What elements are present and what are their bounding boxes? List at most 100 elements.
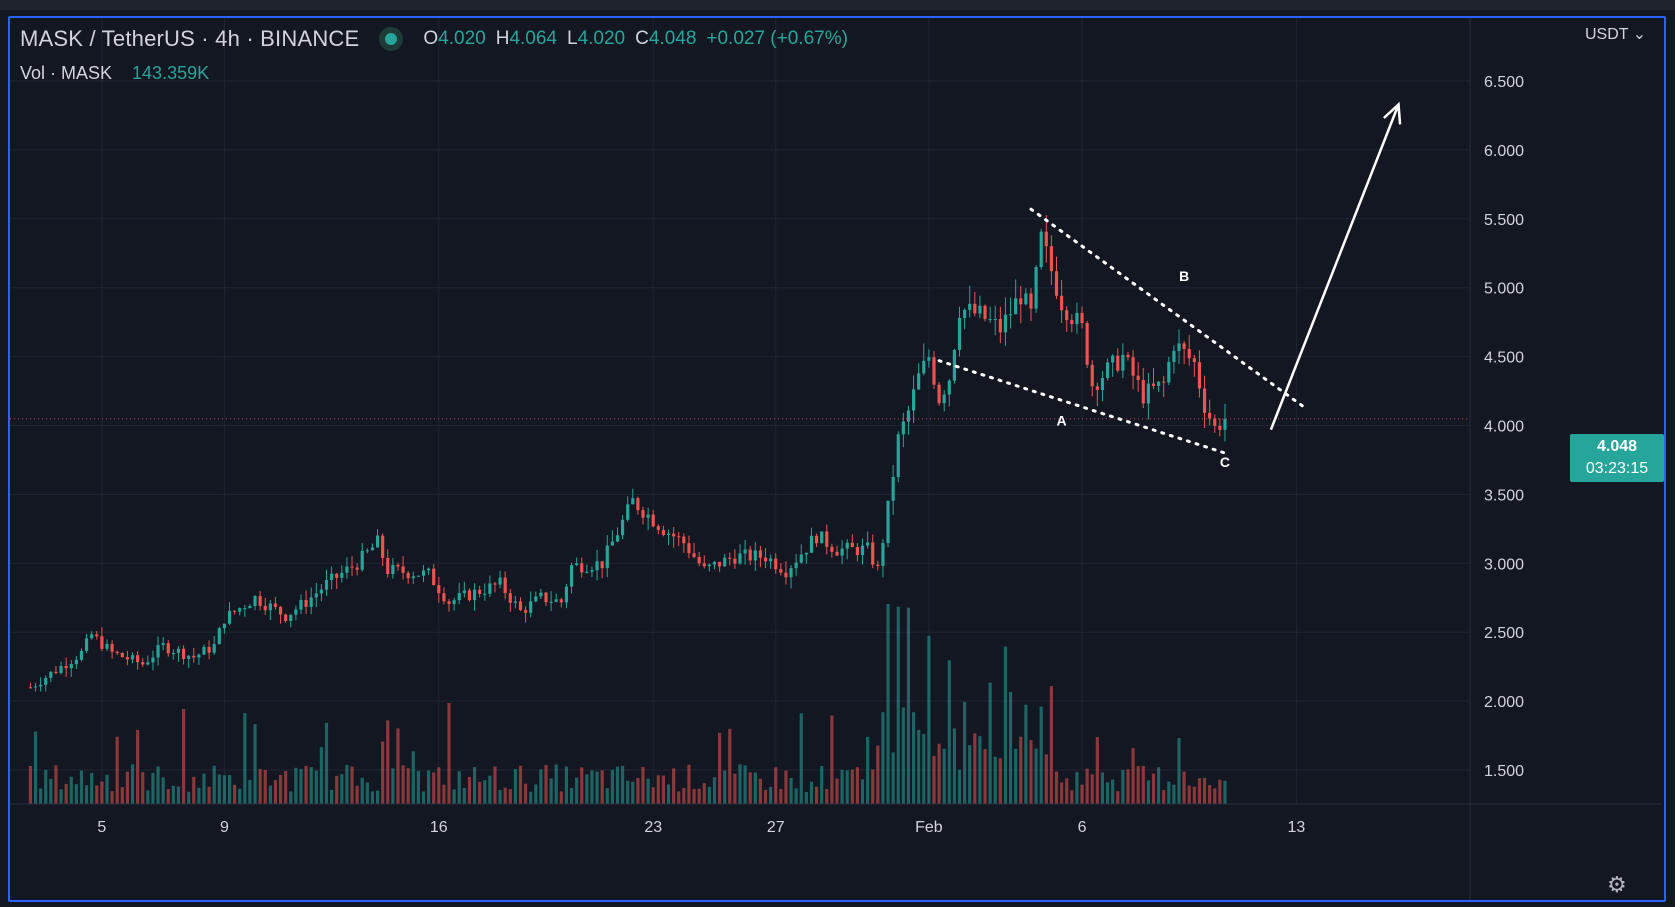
candle-body bbox=[115, 651, 119, 653]
candle-body bbox=[605, 545, 609, 569]
volume-label[interactable]: Vol · MASK bbox=[20, 63, 113, 83]
candle-body bbox=[156, 645, 160, 658]
candle-body bbox=[814, 535, 819, 544]
candle-body bbox=[355, 567, 359, 570]
volume-bar bbox=[427, 770, 431, 804]
volume-bar bbox=[1136, 765, 1140, 804]
volume-bar bbox=[243, 713, 247, 804]
volume-bar bbox=[90, 773, 94, 804]
candle-body bbox=[621, 519, 625, 536]
volume-bar bbox=[917, 729, 921, 804]
candle-body bbox=[437, 585, 441, 594]
candle-body bbox=[534, 596, 538, 602]
volume-bar bbox=[677, 791, 681, 804]
upper-trendline[interactable] bbox=[1029, 207, 1309, 411]
candle-body bbox=[161, 643, 165, 646]
volume-bar bbox=[1202, 777, 1207, 804]
candle-body bbox=[544, 592, 548, 603]
time-tick-label: 9 bbox=[220, 819, 229, 836]
candle-body bbox=[886, 500, 890, 544]
volume-bar bbox=[217, 774, 221, 804]
volume-bar bbox=[386, 720, 390, 804]
candle-body bbox=[248, 605, 252, 609]
candle-body bbox=[427, 568, 431, 571]
candle-body bbox=[452, 600, 456, 604]
candle-body bbox=[263, 605, 267, 611]
volume-bar bbox=[370, 791, 375, 804]
candle-body bbox=[222, 623, 226, 629]
volume-bar bbox=[467, 776, 472, 804]
time-tick-label: 5 bbox=[97, 819, 106, 836]
volume-bar bbox=[69, 776, 73, 804]
volume-bar bbox=[666, 784, 671, 804]
breakout-arrow[interactable] bbox=[1269, 103, 1400, 431]
volume-bar bbox=[401, 765, 405, 804]
candle-body bbox=[90, 634, 94, 639]
candle-body bbox=[324, 579, 329, 590]
volume-bar bbox=[1218, 779, 1222, 804]
candle-body bbox=[855, 547, 859, 556]
candle-body bbox=[192, 655, 196, 658]
wave-label-a[interactable]: A bbox=[1057, 413, 1067, 429]
window-top-bar bbox=[0, 0, 1675, 10]
volume-bar bbox=[105, 774, 109, 804]
time-tick-label: 23 bbox=[644, 819, 662, 836]
candle-body bbox=[330, 573, 334, 580]
volume-bar bbox=[432, 772, 436, 804]
volume-bar bbox=[697, 788, 701, 804]
symbol-title[interactable]: MASK / TetherUS · 4h · BINANCE bbox=[20, 26, 360, 51]
candle-body bbox=[28, 687, 33, 689]
candle-body bbox=[432, 568, 436, 586]
volume-bar bbox=[314, 770, 318, 804]
candle-body bbox=[508, 593, 512, 603]
volume-bar bbox=[733, 773, 737, 804]
wave-label-c[interactable]: C bbox=[1220, 454, 1230, 470]
gear-icon[interactable]: ⚙ bbox=[1607, 872, 1627, 897]
volume-bar bbox=[1182, 771, 1186, 804]
volume-bar bbox=[1029, 740, 1033, 804]
volume-bar bbox=[1111, 779, 1115, 804]
candle-body bbox=[309, 597, 313, 607]
volume-bar bbox=[457, 771, 461, 804]
volume-bar bbox=[1039, 706, 1043, 804]
wave-label-b[interactable]: B bbox=[1179, 268, 1189, 284]
candle-body bbox=[120, 652, 124, 658]
candle-body bbox=[804, 552, 808, 555]
price-tick-label: 3.000 bbox=[1484, 556, 1524, 573]
candle-body bbox=[595, 561, 599, 571]
volume-bar bbox=[799, 713, 803, 804]
candle-body bbox=[1044, 231, 1048, 247]
volume-bar bbox=[1192, 786, 1196, 804]
candle-body bbox=[1167, 361, 1171, 383]
candle-body bbox=[850, 542, 854, 548]
candle-body bbox=[1202, 388, 1207, 413]
volume-bar bbox=[462, 787, 466, 804]
candle-body bbox=[569, 565, 574, 587]
volume-bar bbox=[483, 780, 487, 804]
volume-bar bbox=[524, 783, 528, 804]
volume-bar bbox=[763, 789, 768, 804]
candle-body bbox=[84, 638, 89, 651]
chart-background bbox=[10, 18, 1662, 900]
price-tick-label: 2.000 bbox=[1484, 694, 1524, 711]
price-chart[interactable]: A B C 1.500 2.000 2.500 3.000 3.500 4.000 4.500 5.… bbox=[10, 18, 1662, 900]
volume-bar bbox=[350, 766, 354, 804]
volume-bar bbox=[503, 787, 507, 804]
volume-bar bbox=[141, 772, 145, 804]
candle-body bbox=[54, 671, 58, 673]
bar-countdown: 03:23:15 bbox=[1585, 460, 1649, 477]
price-tick-label: 4.000 bbox=[1484, 419, 1524, 436]
volume-bar bbox=[1049, 686, 1053, 804]
volume-bar bbox=[534, 784, 538, 804]
candle-body bbox=[641, 510, 645, 518]
volume-bar bbox=[636, 777, 640, 804]
candle-body bbox=[942, 394, 946, 404]
volume-bar bbox=[1177, 738, 1181, 804]
volume-bar bbox=[544, 765, 548, 804]
candle-body bbox=[365, 550, 369, 552]
volume-bar bbox=[993, 756, 997, 804]
currency-selector[interactable]: USDT ⌄ bbox=[1585, 26, 1647, 43]
volume-bar bbox=[988, 682, 992, 804]
candle-body bbox=[932, 357, 936, 385]
candle-body bbox=[769, 558, 773, 562]
